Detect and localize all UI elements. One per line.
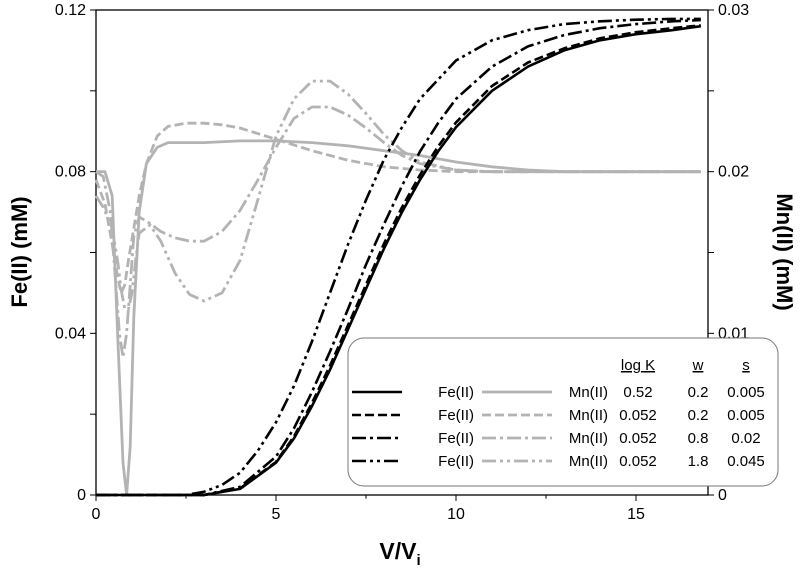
y-right-tick-label: 0.02 — [718, 164, 749, 181]
legend-fe-label: Fe(II) — [438, 384, 474, 401]
y-right-axis-title: Mn(II) (mM) — [772, 193, 797, 310]
y-right-tick-label: 0 — [718, 487, 727, 504]
legend-logk-value: 0.052 — [619, 430, 657, 447]
legend-w-value: 0.2 — [688, 384, 709, 401]
x-tick-label: 15 — [627, 506, 645, 523]
y-left-tick-label: 0 — [77, 487, 86, 504]
legend-mn-label: Mn(II) — [569, 430, 608, 447]
y-left-axis-title: Fe(II) (mM) — [7, 196, 32, 307]
mn-series-line-dash-dot-dot — [94, 79, 701, 311]
x-tick-label: 5 — [272, 506, 281, 523]
legend: log K w s Fe(II) Mn(II) 0.52 0.2 0.005Fe(II)… — [347, 337, 779, 487]
mn-series-line-dash-dot — [95, 105, 701, 360]
legend-rows: Fe(II) Mn(II) 0.52 0.2 0.005 Fe(II) Mn(II) 0.05… — [352, 384, 765, 470]
fe-series-line-dashed — [96, 24, 701, 497]
legend-fe-label: Fe(II) — [438, 407, 474, 424]
legend-box — [347, 337, 779, 487]
legend-logk-value: 0.052 — [619, 407, 657, 424]
fe-series-line-dash-dot-dot — [96, 17, 701, 497]
y-left-tick-label: 0.12 — [55, 2, 86, 19]
legend-mn-label: Mn(II) — [569, 384, 608, 401]
legend-fe-label: Fe(II) — [438, 453, 474, 470]
x-tick-label: 0 — [92, 506, 101, 523]
legend-s-value: 0.02 — [731, 430, 760, 447]
y-left-tick-label: 0.04 — [55, 325, 86, 342]
legend-s-value: 0.045 — [727, 453, 765, 470]
legend-header-s: s — [742, 357, 750, 374]
legend-mn-label: Mn(II) — [569, 453, 608, 470]
x-axis-title-subscript: i — [416, 552, 420, 569]
legend-s-value: 0.005 — [727, 384, 765, 401]
fe-series-line-dash-dot — [96, 18, 701, 497]
x-axis-title-main: V/V — [379, 538, 417, 564]
legend-mn-label: Mn(II) — [569, 407, 608, 424]
legend-logk-value: 0.052 — [619, 453, 657, 470]
legend-header-logk: log K — [621, 357, 655, 374]
x-axis-title: V/Vi — [379, 538, 420, 569]
legend-w-value: 0.2 — [688, 407, 709, 424]
legend-w-value: 1.8 — [688, 453, 709, 470]
y-right-tick-label: 0.03 — [718, 2, 749, 19]
y-left-tick-label: 0.08 — [55, 164, 86, 181]
legend-fe-label: Fe(II) — [438, 430, 474, 447]
legend-w-value: 0.8 — [688, 430, 709, 447]
legend-header-w: w — [692, 357, 704, 374]
legend-logk-value: 0.52 — [623, 384, 652, 401]
x-tick-label: 10 — [447, 506, 465, 523]
series-lines — [94, 17, 701, 497]
legend-s-value: 0.005 — [727, 407, 765, 424]
